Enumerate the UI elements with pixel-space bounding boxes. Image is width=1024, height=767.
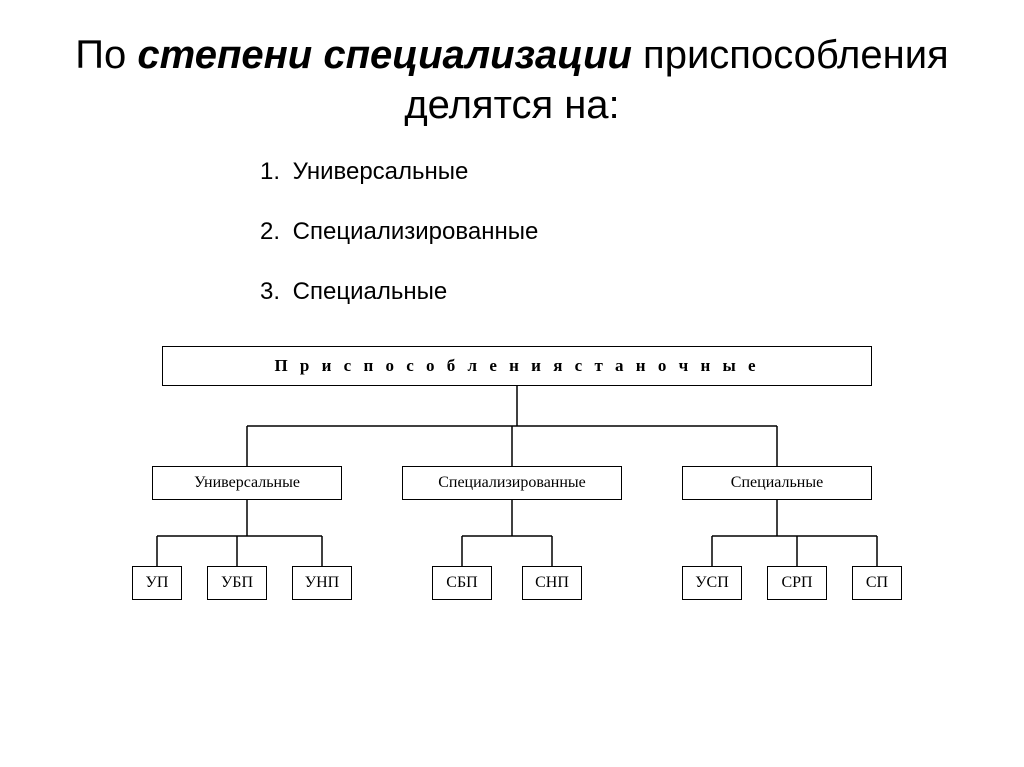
diagram-leaf-box-1: УБП [207, 566, 267, 600]
diagram-root-box: П р и с п о с о б л е н и я с т а н о ч … [162, 346, 872, 386]
title-emphasis: степени специализации [137, 33, 632, 77]
diagram-leaf-box-6: СРП [767, 566, 827, 600]
diagram-leaf-box-0: УП [132, 566, 182, 600]
slide-title: По степени специализации приспособления … [50, 30, 974, 130]
diagram-leaf-box-2: УНП [292, 566, 352, 600]
list-text-1: Универсальные [293, 158, 469, 185]
hierarchy-diagram: П р и с п о с о б л е н и я с т а н о ч … [102, 346, 922, 636]
list-item-1: 1. Универсальные [260, 158, 974, 186]
classification-list: 1. Универсальные 2. Специализированные 3… [260, 158, 974, 306]
diagram-mid-box-2: Специальные [682, 466, 872, 500]
diagram-leaf-box-4: СНП [522, 566, 582, 600]
list-text-3: Специальные [293, 278, 448, 305]
list-num-1: 1. [260, 158, 286, 186]
diagram-mid-box-0: Универсальные [152, 466, 342, 500]
diagram-leaf-box-5: УСП [682, 566, 742, 600]
list-item-2: 2. Специализированные [260, 218, 974, 246]
diagram-leaf-box-7: СП [852, 566, 902, 600]
list-text-2: Специализированные [293, 218, 539, 245]
list-item-3: 3. Специальные [260, 278, 974, 306]
slide: По степени специализации приспособления … [0, 0, 1024, 767]
list-num-2: 2. [260, 218, 286, 246]
diagram-mid-box-1: Специализированные [402, 466, 622, 500]
diagram-leaf-box-3: СБП [432, 566, 492, 600]
title-prefix: По [75, 33, 137, 77]
list-num-3: 3. [260, 278, 286, 306]
